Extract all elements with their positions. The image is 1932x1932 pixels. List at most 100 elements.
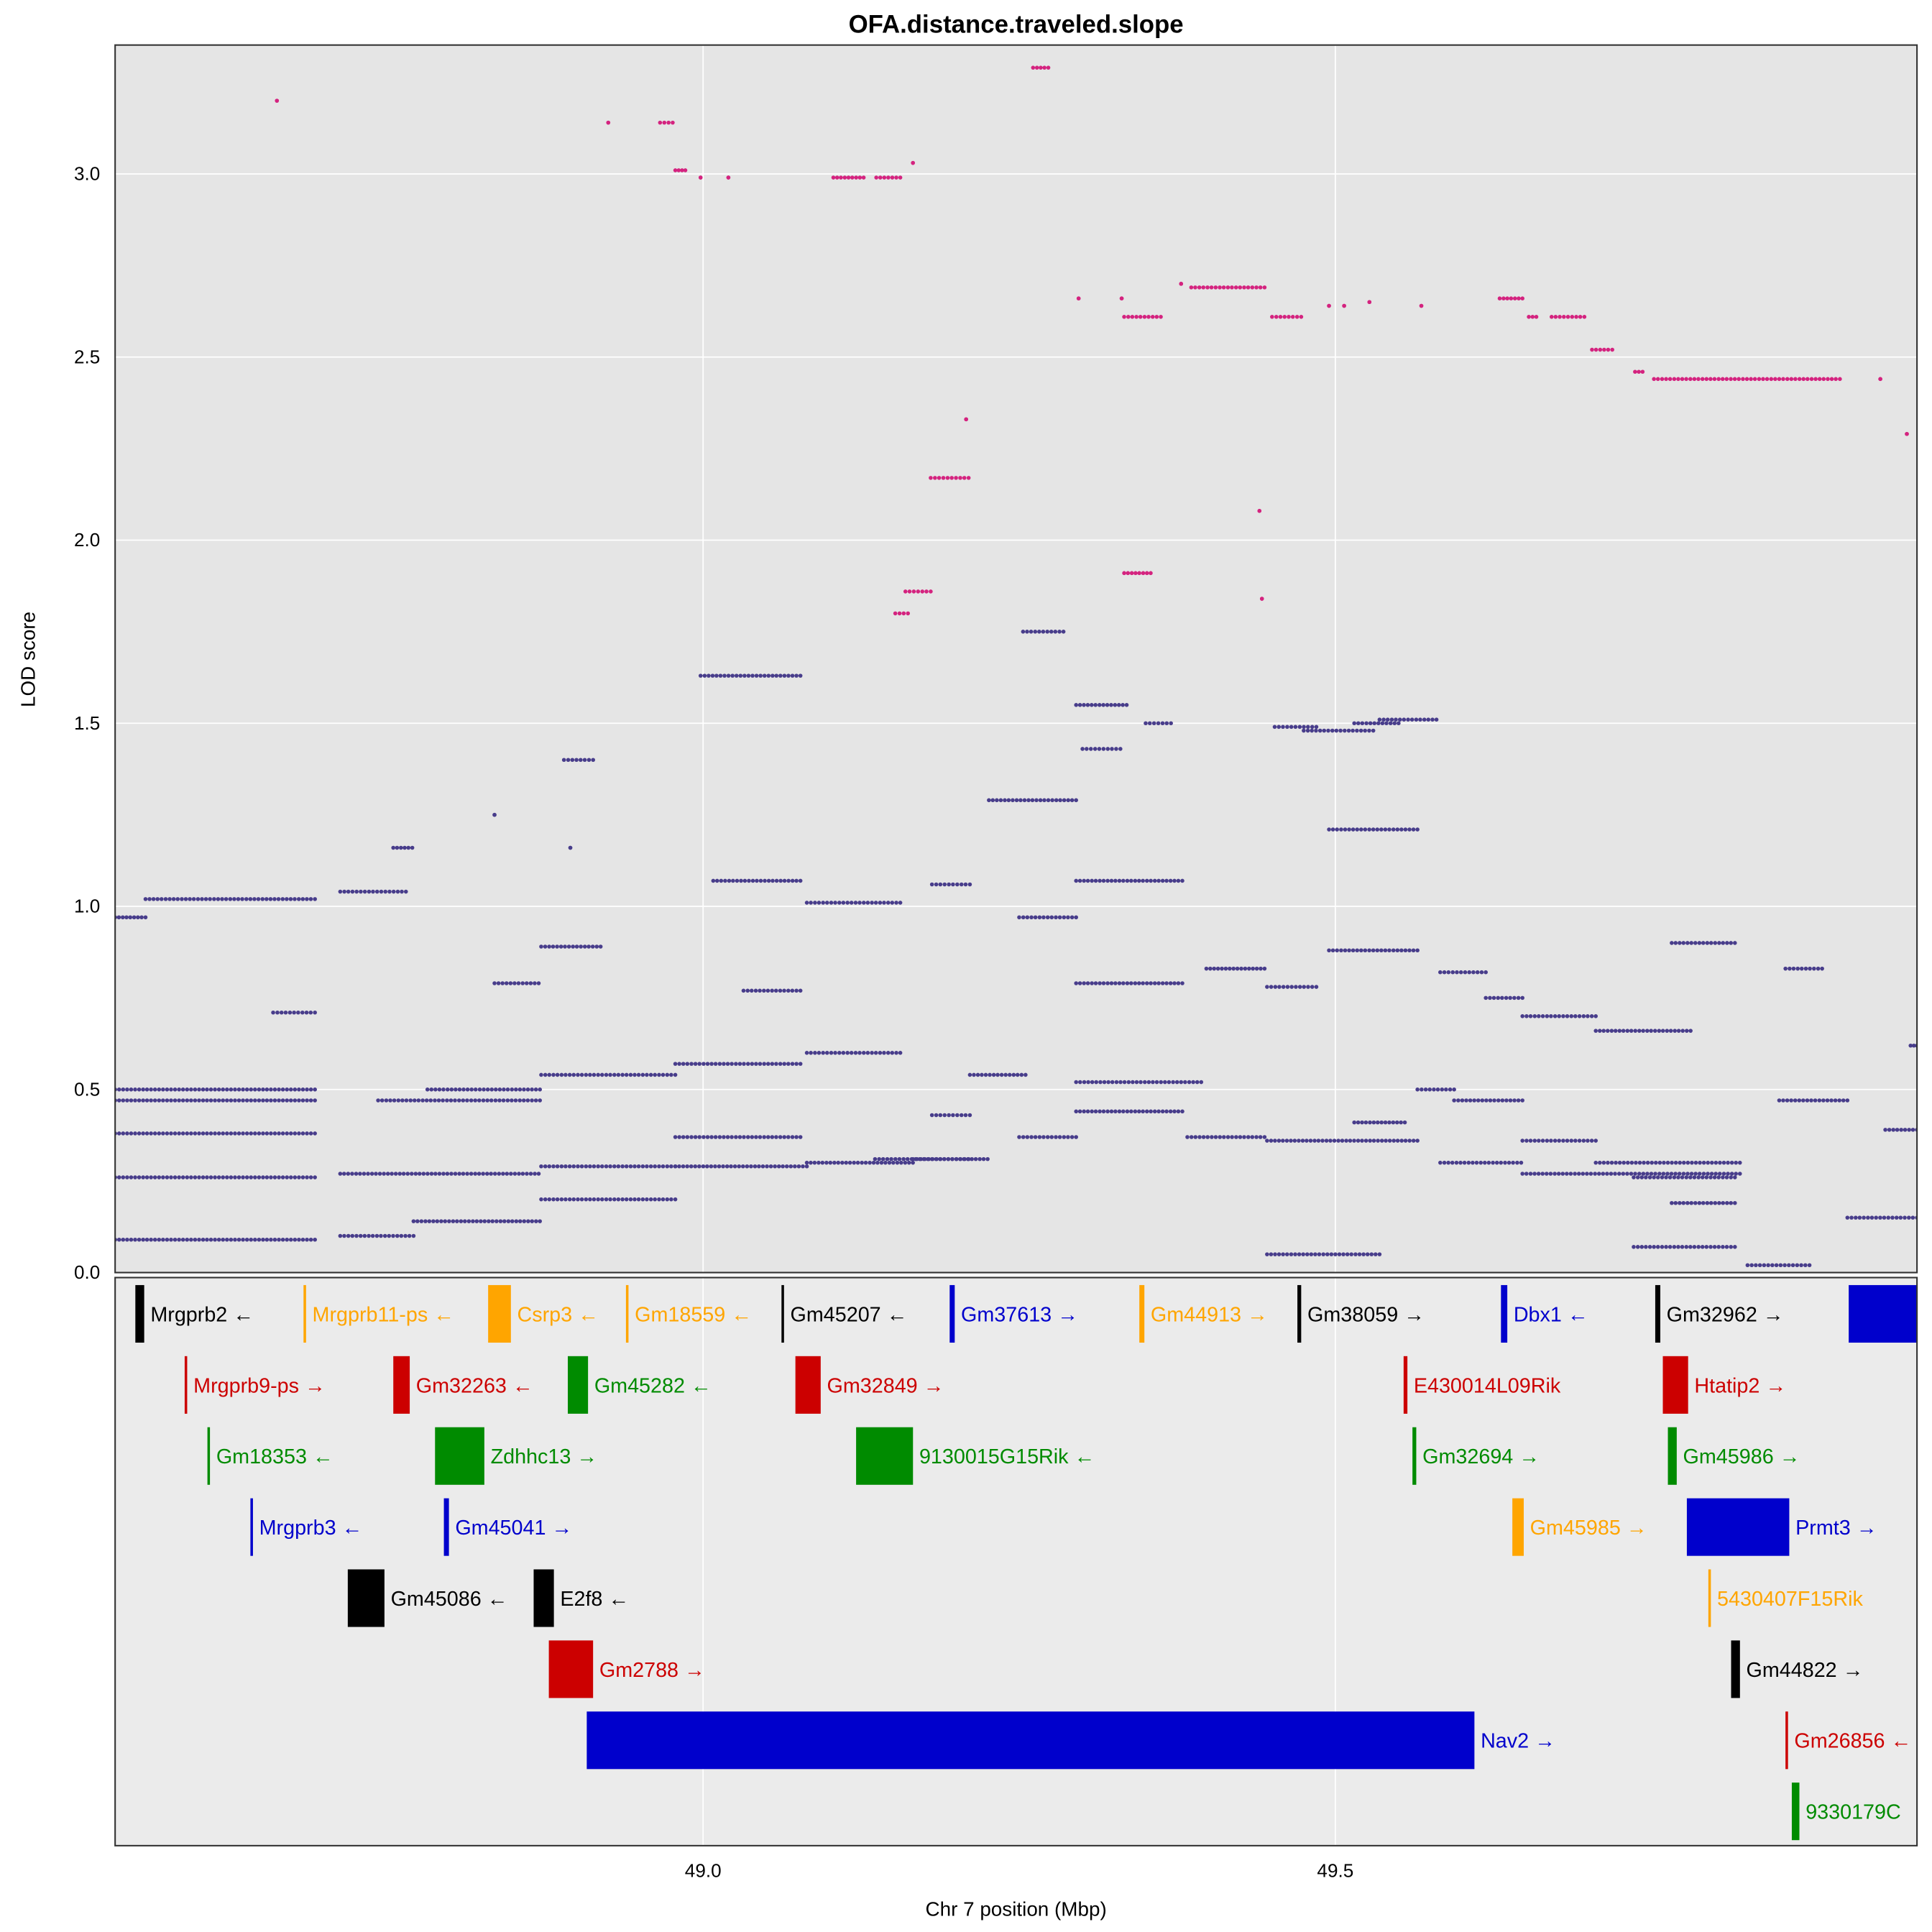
data-point (883, 1160, 888, 1165)
data-point (1774, 1263, 1779, 1268)
data-point (1422, 717, 1427, 722)
data-point (1633, 1172, 1637, 1176)
data-point (1537, 1014, 1541, 1018)
data-point (165, 1175, 170, 1179)
data-point (1339, 827, 1343, 832)
data-point (510, 1098, 514, 1103)
data-point (1440, 1087, 1445, 1092)
data-point (717, 1135, 722, 1139)
data-point (387, 889, 392, 894)
data-point (1053, 630, 1058, 634)
data-point (453, 1172, 458, 1176)
data-point (903, 1160, 908, 1165)
data-point (1066, 915, 1070, 920)
data-point (758, 988, 762, 993)
data-point (966, 476, 971, 480)
data-point (205, 1131, 209, 1136)
data-point (157, 1131, 162, 1136)
data-point (551, 1164, 556, 1169)
gene-9330179c: 9330179C (1791, 1782, 1901, 1841)
data-point (1276, 724, 1282, 730)
data-point (874, 175, 878, 180)
data-point (1348, 1138, 1353, 1143)
data-point (285, 897, 289, 901)
data-point (750, 1062, 755, 1066)
data-point (536, 1172, 541, 1176)
data-point (1054, 798, 1059, 803)
data-point (1569, 1138, 1574, 1143)
data-point (719, 878, 724, 883)
gene-label: Gm45282 ← (594, 1374, 712, 1397)
data-point (1500, 1098, 1505, 1103)
data-point (1734, 1160, 1738, 1165)
data-point (559, 1197, 564, 1202)
data-point (1228, 966, 1232, 971)
data-point (1589, 1014, 1594, 1018)
data-point (934, 1156, 939, 1162)
data-point (1352, 1138, 1356, 1143)
data-point (782, 1135, 787, 1139)
data-point (1621, 1029, 1626, 1033)
data-point (1098, 1080, 1103, 1085)
data-point (1238, 285, 1243, 290)
data-point (1077, 703, 1082, 707)
data-point (1625, 1029, 1630, 1033)
data-point (1126, 315, 1131, 319)
data-point (1180, 878, 1184, 883)
data-point (770, 878, 775, 883)
data-point (599, 1197, 604, 1202)
data-point (1720, 377, 1725, 382)
data-point (1309, 1252, 1314, 1256)
data-point (1688, 1245, 1693, 1249)
data-point (829, 901, 834, 905)
data-point (283, 1010, 288, 1015)
data-point (402, 845, 407, 850)
data-point (1057, 1135, 1062, 1139)
data-point (1269, 1138, 1274, 1143)
data-point (809, 1051, 813, 1055)
data-point (1144, 981, 1149, 985)
data-point (1151, 1080, 1155, 1085)
data-point (175, 897, 180, 901)
data-point (280, 1175, 285, 1179)
data-point (1456, 1098, 1460, 1103)
data-point (342, 889, 346, 894)
data-point (753, 1164, 758, 1169)
data-point (292, 1010, 296, 1015)
data-point (221, 1087, 226, 1092)
data-point (1492, 1098, 1496, 1103)
data-point (1637, 1029, 1642, 1033)
data-point (604, 1072, 609, 1077)
data-point (1673, 1160, 1678, 1165)
data-point (1024, 1072, 1028, 1077)
data-point (508, 981, 513, 985)
data-point (1049, 1135, 1054, 1139)
data-point (141, 1087, 145, 1092)
data-point (1034, 65, 1039, 70)
data-point (137, 1175, 142, 1179)
data-point (1655, 377, 1660, 382)
data-point (1530, 315, 1535, 319)
data-point (1476, 1098, 1481, 1103)
data-point (824, 901, 829, 905)
data-point (628, 1164, 633, 1169)
data-point (1235, 966, 1240, 971)
data-point (1829, 1098, 1834, 1103)
data-point (1387, 827, 1392, 832)
data-point (1057, 915, 1062, 920)
data-point (1403, 1138, 1408, 1143)
data-point (177, 1175, 181, 1179)
data-point (547, 1072, 552, 1077)
data-point (924, 589, 929, 594)
data-point (1343, 948, 1348, 953)
data-point (1144, 878, 1149, 883)
data-point (147, 897, 152, 901)
data-point (1183, 1080, 1187, 1085)
data-point (1395, 1138, 1400, 1143)
data-point (697, 1062, 702, 1066)
data-point (1857, 1215, 1862, 1220)
data-point (121, 1098, 126, 1103)
data-point (1105, 878, 1110, 883)
data-point (1197, 285, 1202, 290)
series-other-snps (115, 630, 1918, 1268)
